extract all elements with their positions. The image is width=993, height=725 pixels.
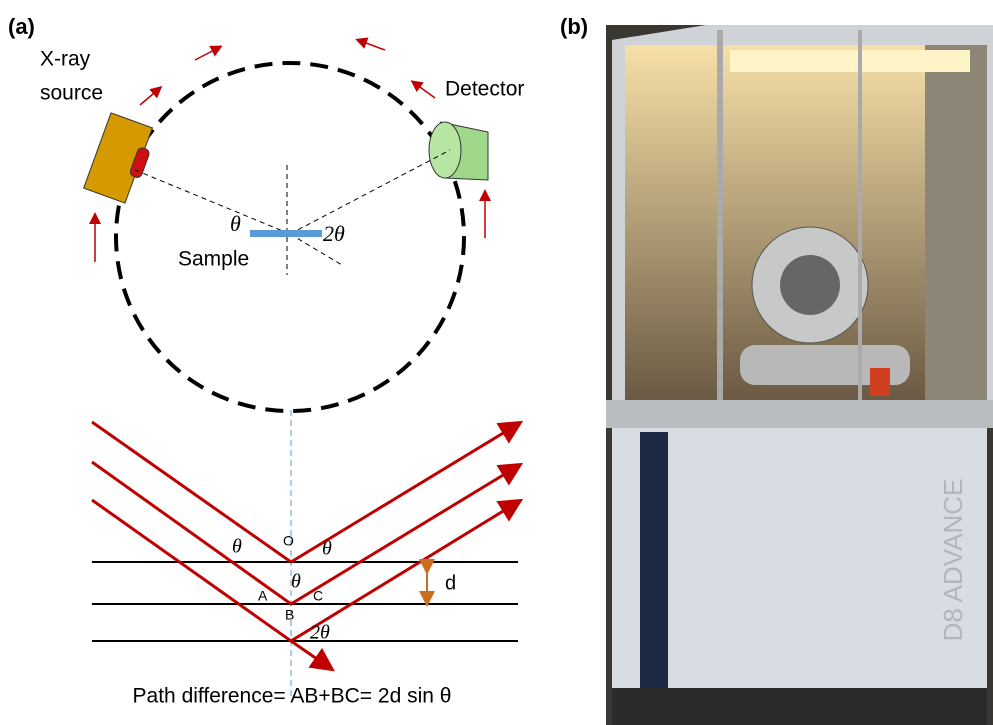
angle-label: θ — [322, 538, 332, 560]
source-label: source — [40, 82, 103, 105]
angle-label: 2θ — [310, 622, 330, 644]
angle-label: θ — [230, 211, 241, 236]
point-label: B — [285, 607, 294, 623]
sample-label: Sample — [178, 248, 249, 271]
angle-label: θ — [291, 571, 301, 593]
panel-label: (b) — [560, 14, 588, 39]
figure: (a) X-ray source Detector θ 2θ Sample θ … — [0, 0, 993, 725]
point-label: A — [258, 588, 268, 604]
rotation-arrows — [95, 40, 485, 262]
formula: Path difference= AB+BC= 2d sin θ — [133, 685, 452, 708]
xray-source — [84, 113, 158, 205]
angle-label: θ — [232, 536, 242, 558]
point-label: C — [313, 588, 323, 604]
spacing-label: d — [445, 572, 456, 594]
instrument-photo: D8 ADVANCE — [606, 25, 993, 725]
xray-rays — [92, 422, 518, 668]
point-label: O — [283, 533, 294, 549]
panel-label: (a) — [8, 14, 35, 39]
angle-label: 2θ — [323, 221, 345, 246]
sample — [250, 230, 322, 237]
source-label: X-ray — [40, 48, 91, 71]
detector-label: Detector — [445, 78, 524, 101]
instrument-text: D8 ADVANCE — [938, 479, 968, 642]
detector — [429, 122, 488, 180]
